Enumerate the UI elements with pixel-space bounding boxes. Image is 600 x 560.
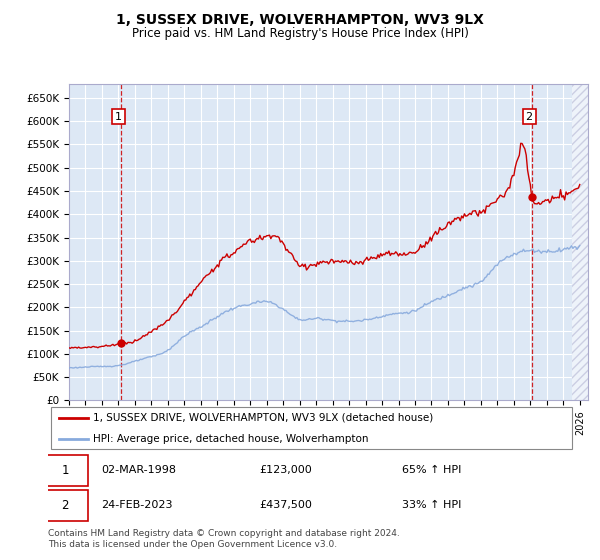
Text: £123,000: £123,000 — [259, 465, 312, 475]
FancyBboxPatch shape — [43, 490, 88, 521]
Text: 65% ↑ HPI: 65% ↑ HPI — [402, 465, 461, 475]
Text: 02-MAR-1998: 02-MAR-1998 — [101, 465, 176, 475]
Text: 1, SUSSEX DRIVE, WOLVERHAMPTON, WV3 9LX (detached house): 1, SUSSEX DRIVE, WOLVERHAMPTON, WV3 9LX … — [93, 413, 433, 423]
Bar — [572, 84, 588, 400]
Text: £437,500: £437,500 — [259, 501, 312, 510]
Text: 2: 2 — [526, 111, 533, 122]
Text: 1, SUSSEX DRIVE, WOLVERHAMPTON, WV3 9LX: 1, SUSSEX DRIVE, WOLVERHAMPTON, WV3 9LX — [116, 13, 484, 27]
Text: 2: 2 — [61, 499, 69, 512]
Text: Price paid vs. HM Land Registry's House Price Index (HPI): Price paid vs. HM Land Registry's House … — [131, 27, 469, 40]
Text: HPI: Average price, detached house, Wolverhampton: HPI: Average price, detached house, Wolv… — [93, 435, 368, 444]
Text: 1: 1 — [61, 464, 69, 477]
Text: Contains HM Land Registry data © Crown copyright and database right 2024.
This d: Contains HM Land Registry data © Crown c… — [48, 529, 400, 549]
Bar — [572, 84, 588, 400]
FancyBboxPatch shape — [50, 407, 572, 449]
Text: 1: 1 — [115, 111, 122, 122]
Text: 33% ↑ HPI: 33% ↑ HPI — [402, 501, 461, 510]
FancyBboxPatch shape — [43, 455, 88, 486]
Text: 24-FEB-2023: 24-FEB-2023 — [101, 501, 172, 510]
